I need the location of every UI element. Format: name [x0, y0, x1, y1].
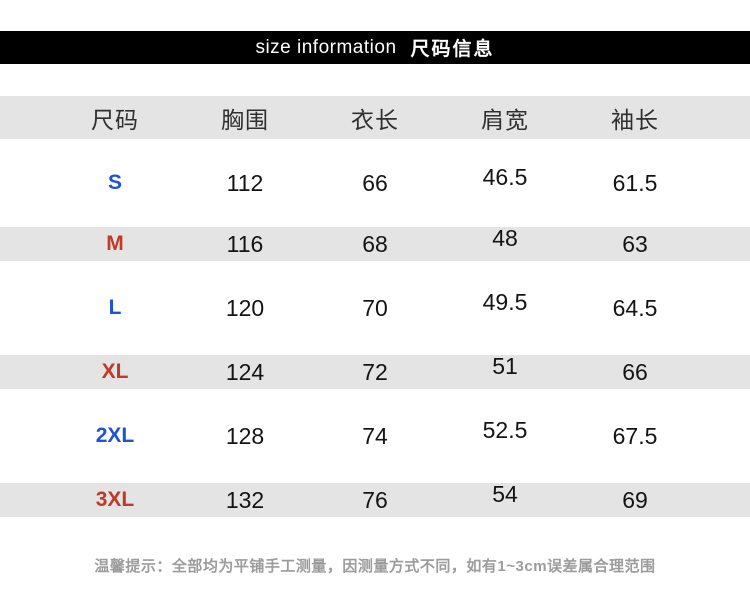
shoulder-value: 52.5 [482, 416, 528, 443]
sleeve-value: 67.5 [612, 422, 658, 449]
chest-value: 132 [225, 486, 265, 513]
shoulder-value: 49.5 [482, 288, 528, 315]
size-label: XL [101, 360, 129, 383]
header-sleeve: 袖长 [611, 106, 659, 133]
measurement-note: 温馨提示：全部均为平铺手工测量，因测量方式不同，如有1~3cm误差属合理范围 [94, 558, 656, 575]
size-label: M [106, 232, 124, 255]
sleeve-value: 64.5 [612, 294, 658, 321]
banner-title-en: size information [255, 36, 397, 58]
length-value: 74 [362, 422, 388, 449]
chest-value: 124 [225, 358, 265, 385]
length-value: 68 [362, 230, 388, 257]
table-row-3xl: 3XL 132 76 54 69 [0, 480, 750, 517]
banner-title-zh: 尺码信息 [410, 39, 495, 60]
shoulder-value: 51 [492, 352, 518, 379]
table-row-2xl: 2XL 128 74 52.5 67.5 [0, 389, 750, 483]
size-label: 2XL [95, 424, 135, 447]
table-row-xl: XL 124 72 51 66 [0, 352, 750, 389]
chest-value: 120 [225, 294, 265, 321]
table-header-row: 尺码 胸围 衣长 肩宽 袖长 [0, 96, 750, 139]
length-value: 76 [362, 486, 388, 513]
table-row-m: M 116 68 48 63 [0, 224, 750, 261]
length-value: 70 [362, 294, 388, 321]
chest-value: 128 [225, 422, 265, 449]
header-chest: 胸围 [221, 106, 269, 133]
shoulder-value: 46.5 [482, 163, 528, 190]
shoulder-value: 54 [492, 480, 518, 507]
chest-value: 116 [226, 230, 264, 257]
length-value: 72 [362, 358, 388, 385]
size-label: S [107, 171, 122, 194]
table-row-s: S 112 66 46.5 61.5 [0, 139, 750, 227]
size-label: L [108, 296, 122, 319]
shoulder-value: 48 [492, 224, 518, 251]
length-value: 66 [362, 169, 388, 196]
sleeve-value: 61.5 [612, 169, 658, 196]
table-row-l: L 120 70 49.5 64.5 [0, 261, 750, 355]
size-table: 尺码 胸围 衣长 肩宽 袖长 S 112 66 46.5 61.5 M 116 … [0, 96, 750, 517]
header-length: 衣长 [351, 106, 399, 133]
chest-value: 112 [226, 169, 264, 196]
sleeve-value: 63 [622, 230, 648, 257]
sleeve-value: 69 [622, 486, 648, 513]
sleeve-value: 66 [622, 358, 648, 385]
header-size: 尺码 [91, 106, 139, 133]
size-label: 3XL [95, 488, 135, 511]
size-info-banner: size information 尺码信息 [0, 31, 750, 64]
header-shoulder: 肩宽 [481, 106, 529, 133]
